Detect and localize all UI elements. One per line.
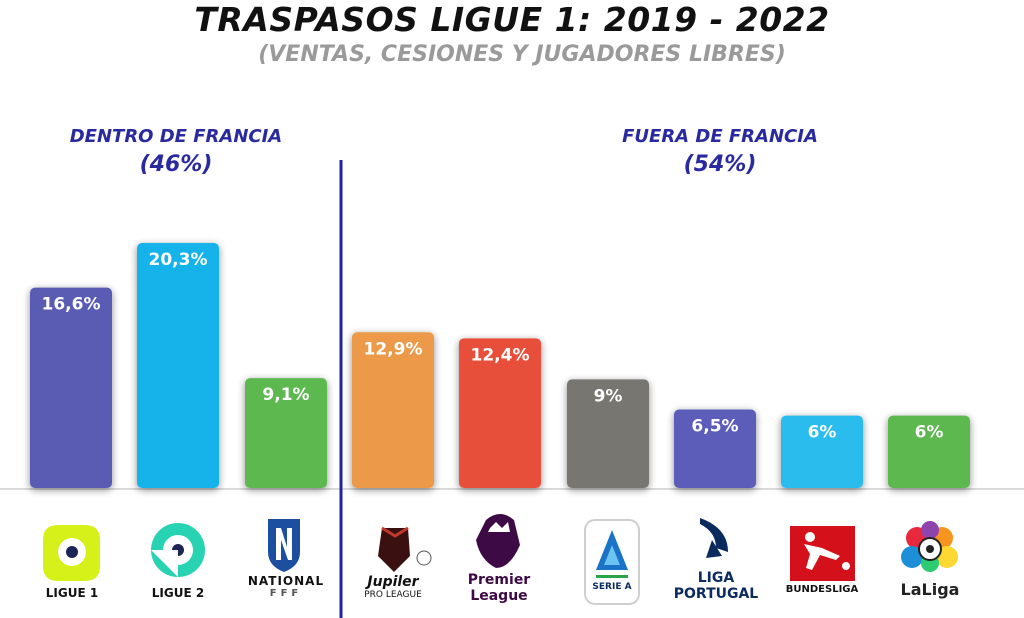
chart-subtitle: (VENTAS, CESIONES Y JUGADORES LIBRES) (258, 42, 786, 67)
bar-1 (30, 287, 112, 488)
bar-value-label-2: 20,3% (149, 250, 208, 270)
national-logo-icon (268, 519, 300, 572)
bar-3 (245, 378, 327, 488)
serie-a-logo-icon (584, 519, 640, 605)
chart-title: TRASPASOS LIGUE 1: 2019 - 2022 (194, 0, 830, 39)
logo-label-laliga: LaLiga (900, 580, 960, 599)
logo-label-liga-portugal: LIGA PORTUGAL (673, 570, 759, 602)
bar-value-label-1: 16,6% (42, 295, 101, 315)
laliga-logo-icon (901, 521, 958, 572)
bundesliga-logo-icon (790, 526, 855, 581)
logo-label-premier-league: Premier League (467, 572, 531, 604)
bar-value-label-5: 12,4% (471, 345, 530, 365)
group-share-outside: (54%) (683, 152, 757, 177)
bar-7 (674, 409, 756, 488)
bar-2 (137, 243, 219, 488)
bar-value-label-7: 6,5% (691, 417, 738, 437)
bar-8 (781, 415, 863, 488)
bar-6 (567, 379, 649, 488)
ligue-2-logo-icon (151, 523, 205, 577)
bar-value-label-6: 9% (594, 386, 623, 406)
group-share-inside: (46%) (139, 152, 213, 177)
ligue-1-logo-icon (43, 525, 100, 581)
logo-label-jupiler: Jupiler PRO LEAGUE (364, 574, 422, 600)
bar-value-label-8: 6% (808, 423, 837, 443)
logo-label-serie-a: SERIE A (592, 582, 632, 592)
logo-label-national: NATIONAL FFF (247, 574, 325, 599)
group-title-inside: DENTRO DE FRANCIA (69, 126, 283, 147)
bar-5 (459, 338, 541, 488)
bars-layer: 16,6% 20,3% 9,1% 12,9% 12,4% 9% 6,5% 6% 6% (30, 243, 970, 488)
logos-layer (43, 514, 958, 605)
bar-value-label-3: 9,1% (262, 385, 309, 405)
logo-label-ligue-2: LIGUE 2 (151, 586, 205, 600)
group-title-outside: FUERA DE FRANCIA (622, 126, 818, 147)
premier-league-logo-icon (476, 514, 520, 568)
bar-value-label-9: 6% (915, 423, 944, 443)
bar-value-label-4: 12,9% (364, 339, 423, 359)
bar-9 (888, 415, 970, 488)
logo-label-bundesliga: BUNDESLIGA (785, 584, 859, 595)
liga-portugal-logo-icon (700, 518, 728, 558)
logo-label-ligue-1: LIGUE 1 (45, 586, 99, 600)
jupiler-logo-icon (378, 526, 432, 572)
bar-4 (352, 332, 434, 488)
